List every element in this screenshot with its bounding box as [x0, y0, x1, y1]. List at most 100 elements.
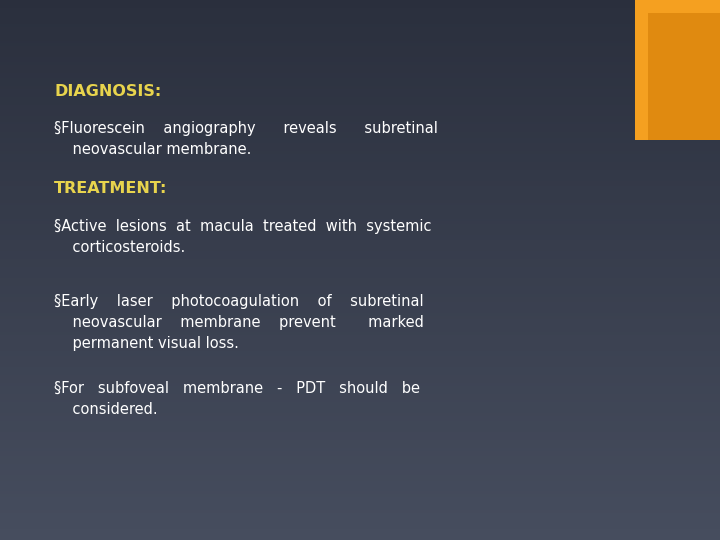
Bar [0, 22, 720, 24]
Bar [0, 0, 720, 3]
Bar [0, 513, 720, 516]
Bar [0, 454, 720, 456]
Bar [0, 327, 720, 329]
Bar [0, 89, 720, 92]
Bar [635, 0, 720, 140]
Bar [0, 378, 720, 381]
Bar [0, 392, 720, 394]
Bar [0, 470, 720, 472]
Bar [0, 30, 720, 32]
Bar [0, 529, 720, 532]
Bar [0, 319, 720, 321]
Bar [0, 332, 720, 335]
Bar [0, 84, 720, 86]
Bar [0, 132, 720, 135]
Bar [0, 146, 720, 148]
Bar [0, 162, 720, 165]
Bar [0, 335, 720, 338]
Bar [0, 418, 720, 421]
Bar [0, 483, 720, 486]
Bar [0, 305, 720, 308]
Bar [0, 364, 720, 367]
Bar [0, 54, 720, 57]
Bar [0, 435, 720, 437]
Bar [0, 73, 720, 76]
Bar [0, 167, 720, 170]
Bar [0, 489, 720, 491]
Bar [0, 386, 720, 389]
Bar [0, 297, 720, 300]
Bar [0, 284, 720, 286]
Bar [0, 119, 720, 122]
Bar [0, 373, 720, 375]
Text: DIAGNOSIS:: DIAGNOSIS: [54, 84, 161, 99]
Bar [0, 100, 720, 103]
Bar [0, 381, 720, 383]
Bar [0, 213, 720, 216]
Bar [0, 181, 720, 184]
Bar [0, 16, 720, 19]
Bar [0, 432, 720, 435]
Bar [0, 186, 720, 189]
Bar [0, 300, 720, 302]
Bar [0, 410, 720, 413]
Bar [0, 157, 720, 159]
Bar [0, 224, 720, 227]
Bar [0, 5, 720, 8]
Bar [0, 316, 720, 319]
Bar [0, 500, 720, 502]
Bar [0, 154, 720, 157]
Bar [0, 202, 720, 205]
Bar [0, 65, 720, 68]
Bar [0, 32, 720, 35]
Bar [0, 43, 720, 46]
Bar [0, 281, 720, 284]
Bar [0, 340, 720, 343]
Bar [0, 216, 720, 219]
Bar [0, 397, 720, 400]
Bar [0, 459, 720, 462]
Bar [0, 57, 720, 59]
Bar [0, 535, 720, 537]
Bar [0, 94, 720, 97]
Bar [0, 375, 720, 378]
Bar [648, 14, 720, 140]
Bar [0, 211, 720, 213]
Bar [0, 262, 720, 265]
Bar [0, 208, 720, 211]
Bar [0, 194, 720, 197]
Bar [0, 248, 720, 251]
Bar [0, 472, 720, 475]
Bar [0, 427, 720, 429]
Bar [0, 343, 720, 346]
Bar [0, 192, 720, 194]
Bar [0, 189, 720, 192]
Bar [0, 289, 720, 292]
Bar [0, 424, 720, 427]
Bar [0, 46, 720, 49]
Bar [0, 400, 720, 402]
Bar [0, 8, 720, 11]
Bar [0, 76, 720, 78]
Bar [0, 230, 720, 232]
Text: §Active  lesions  at  macula  treated  with  systemic
    corticosteroids.: §Active lesions at macula treated with s… [54, 219, 431, 255]
Bar [0, 86, 720, 89]
Bar [0, 68, 720, 70]
Bar [0, 491, 720, 494]
Bar [0, 148, 720, 151]
Bar [0, 111, 720, 113]
Bar [0, 329, 720, 332]
Bar [0, 59, 720, 62]
Bar [0, 383, 720, 386]
Bar [0, 240, 720, 243]
Bar [0, 478, 720, 481]
Bar [0, 402, 720, 405]
Bar [0, 197, 720, 200]
Bar [0, 105, 720, 108]
Text: TREATMENT:: TREATMENT: [54, 181, 167, 196]
Bar [0, 475, 720, 478]
Bar [0, 302, 720, 305]
Bar [0, 440, 720, 443]
Bar [0, 259, 720, 262]
Bar [0, 510, 720, 513]
